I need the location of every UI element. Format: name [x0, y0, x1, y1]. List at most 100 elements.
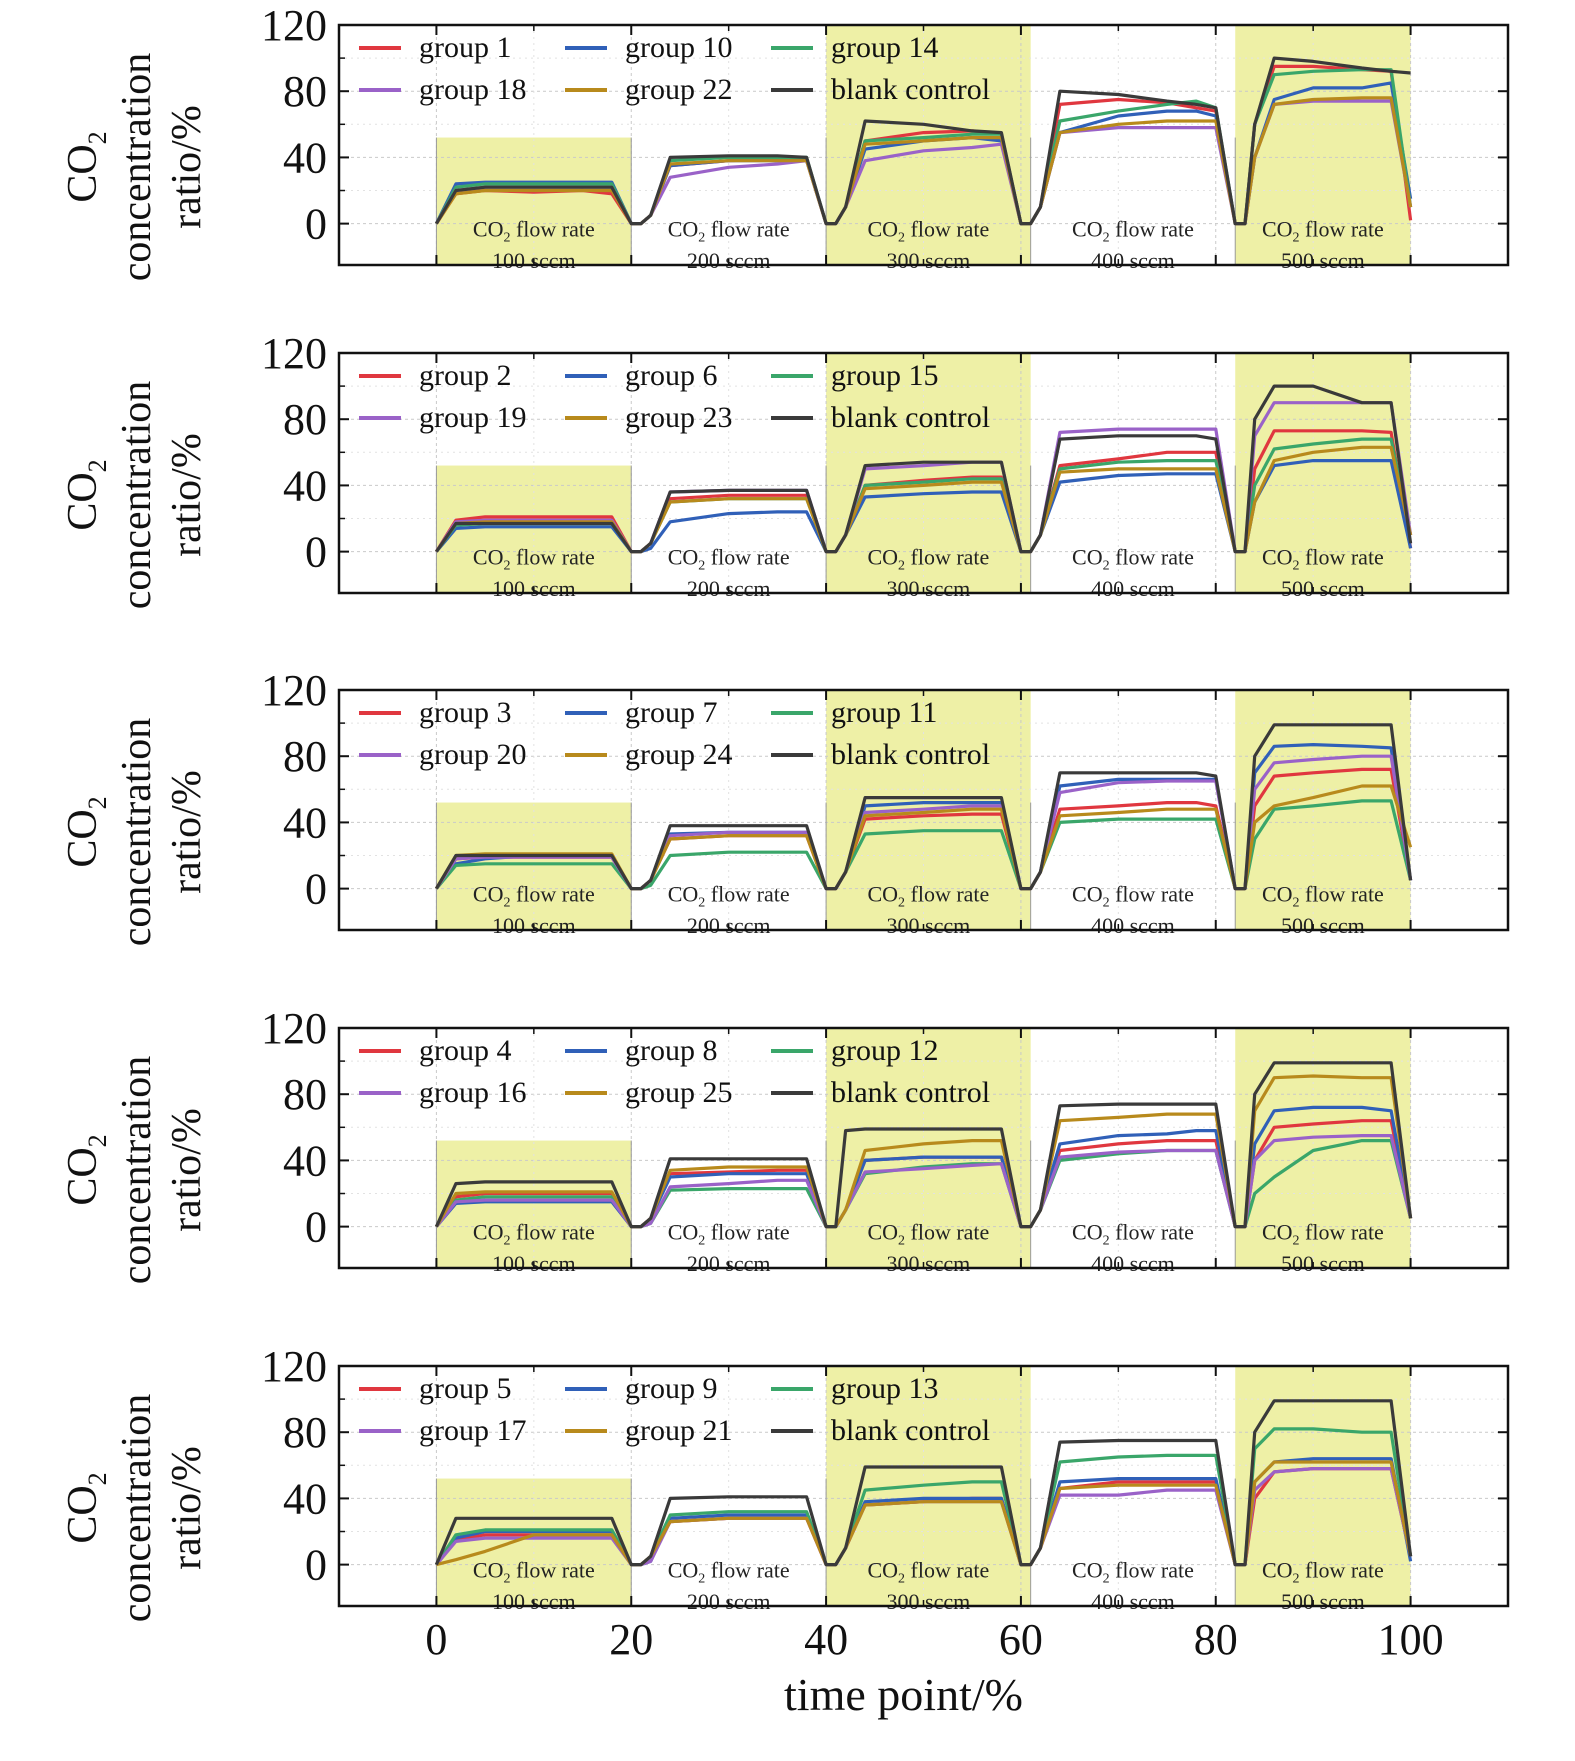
y-tick-label: 80 [283, 1408, 327, 1457]
band-label-co: CO [668, 1558, 699, 1583]
band-label-flow: flow rate [705, 1558, 789, 1583]
y-axis-label-co: CO [60, 809, 106, 867]
band-label-flow: flow rate [905, 882, 989, 907]
legend-label: blank control [831, 401, 990, 434]
band-label-sub: 2 [503, 559, 510, 574]
band-label-flow: flow rate [510, 1220, 594, 1245]
band-rate-label: 400 sccm [1091, 1251, 1175, 1276]
y-axis-label-co: CO [60, 1147, 106, 1205]
band-label: CO2 flow rate [1262, 1558, 1384, 1587]
legend-label: group 7 [625, 696, 718, 729]
flow-band [826, 1028, 1031, 1268]
y-axis-label: CO2 concentration ratio/% [60, 381, 210, 610]
band-label-co: CO [1262, 545, 1293, 570]
legend-label: group 3 [419, 696, 512, 729]
legend-label: group 18 [419, 73, 527, 106]
band-label: CO2 flow rate [473, 1558, 595, 1587]
band-rate-label: 300 sccm [887, 1589, 971, 1614]
band-label: CO2 flow rate [1072, 217, 1194, 246]
flow-band [1235, 690, 1411, 930]
band-label: CO2 flow rate [1262, 545, 1384, 574]
legend-label: blank control [831, 1076, 990, 1109]
legend-label: group 13 [831, 1372, 939, 1405]
band-rate-label: 300 sccm [887, 248, 971, 273]
band-label-co: CO [1072, 882, 1103, 907]
legend-label: group 21 [625, 1414, 733, 1447]
y-axis-label-co: CO [60, 1485, 106, 1543]
band-label-flow: flow rate [1110, 545, 1194, 570]
flow-band [826, 353, 1031, 593]
y-axis-label-line2: concentration [114, 1394, 160, 1623]
y-tick-label: 80 [283, 1070, 327, 1119]
band-rate-label: 300 sccm [887, 576, 971, 601]
y-tick-label: 120 [261, 666, 327, 715]
y-axis-label-line2: concentration [114, 381, 160, 610]
legend-label: group 1 [419, 31, 512, 64]
y-axis-label-sub: 2 [83, 1472, 112, 1485]
y-tick-label: 0 [305, 1203, 327, 1252]
band-label-co: CO [473, 882, 504, 907]
x-axis-label: time point/% [784, 1669, 1023, 1720]
y-axis-label-co: CO [60, 472, 106, 530]
legend-label: group 10 [625, 31, 733, 64]
band-label-co: CO [473, 1220, 504, 1245]
band-label-sub: 2 [898, 231, 905, 246]
legend-label: group 14 [831, 31, 939, 64]
band-label-co: CO [1072, 1558, 1103, 1583]
legend-label: blank control [831, 1414, 990, 1447]
band-label-flow: flow rate [705, 217, 789, 242]
band-label: CO2 flow rate [1072, 1220, 1194, 1249]
band-rate-label: 500 sccm [1281, 576, 1365, 601]
flow-band [1235, 25, 1411, 265]
band-label-co: CO [473, 217, 504, 242]
band-rate-label: 400 sccm [1091, 913, 1175, 938]
y-axis-label-line3: ratio/% [164, 1108, 210, 1232]
y-axis-label-co: CO [60, 144, 106, 202]
band-label-co: CO [473, 545, 504, 570]
y-axis-label: CO2 concentration ratio/% [60, 53, 210, 282]
band-label: CO2 flow rate [867, 1220, 989, 1249]
y-tick-label: 0 [305, 865, 327, 914]
band-label: CO2 flow rate [668, 1220, 790, 1249]
legend-label: group 15 [831, 359, 939, 392]
band-label-flow: flow rate [1110, 1558, 1194, 1583]
y-axis-label: CO2 concentration ratio/% [60, 1056, 210, 1285]
band-label: CO2 flow rate [1072, 545, 1194, 574]
legend-label: group 4 [419, 1034, 512, 1067]
band-label-flow: flow rate [905, 217, 989, 242]
legend-label: group 5 [419, 1372, 512, 1405]
band-label: CO2 flow rate [1262, 1220, 1384, 1249]
legend-label: group 12 [831, 1034, 939, 1067]
band-label-co: CO [668, 217, 699, 242]
band-label-co: CO [668, 1220, 699, 1245]
y-axis-label-line3: ratio/% [164, 770, 210, 894]
band-rate-label: 500 sccm [1281, 1251, 1365, 1276]
y-axis-label-line3: ratio/% [164, 433, 210, 557]
legend-label: blank control [831, 738, 990, 771]
legend-label: group 25 [625, 1076, 733, 1109]
band-label-sub: 2 [503, 1234, 510, 1249]
y-tick-label: 120 [261, 329, 327, 378]
flow-band [1235, 353, 1411, 593]
y-axis-label-line2: concentration [114, 1056, 160, 1285]
y-tick-label: 0 [305, 528, 327, 577]
band-label-sub: 2 [503, 231, 510, 246]
legend-label: group 23 [625, 401, 733, 434]
band-label-flow: flow rate [510, 545, 594, 570]
legend-label: group 22 [625, 73, 733, 106]
series-line [435, 723, 1413, 891]
x-tick-label: 80 [1194, 1615, 1238, 1664]
band-label-flow: flow rate [1300, 1220, 1384, 1245]
x-tick-label: 60 [999, 1615, 1043, 1664]
band-label-co: CO [1262, 1558, 1293, 1583]
series-line [434, 1061, 1413, 1229]
band-label-flow: flow rate [905, 1558, 989, 1583]
band-label-flow: flow rate [1300, 1558, 1384, 1583]
band-label-flow: flow rate [1110, 217, 1194, 242]
band-label-sub: 2 [698, 559, 705, 574]
band-label-flow: flow rate [705, 1220, 789, 1245]
band-label-co: CO [1072, 1220, 1103, 1245]
